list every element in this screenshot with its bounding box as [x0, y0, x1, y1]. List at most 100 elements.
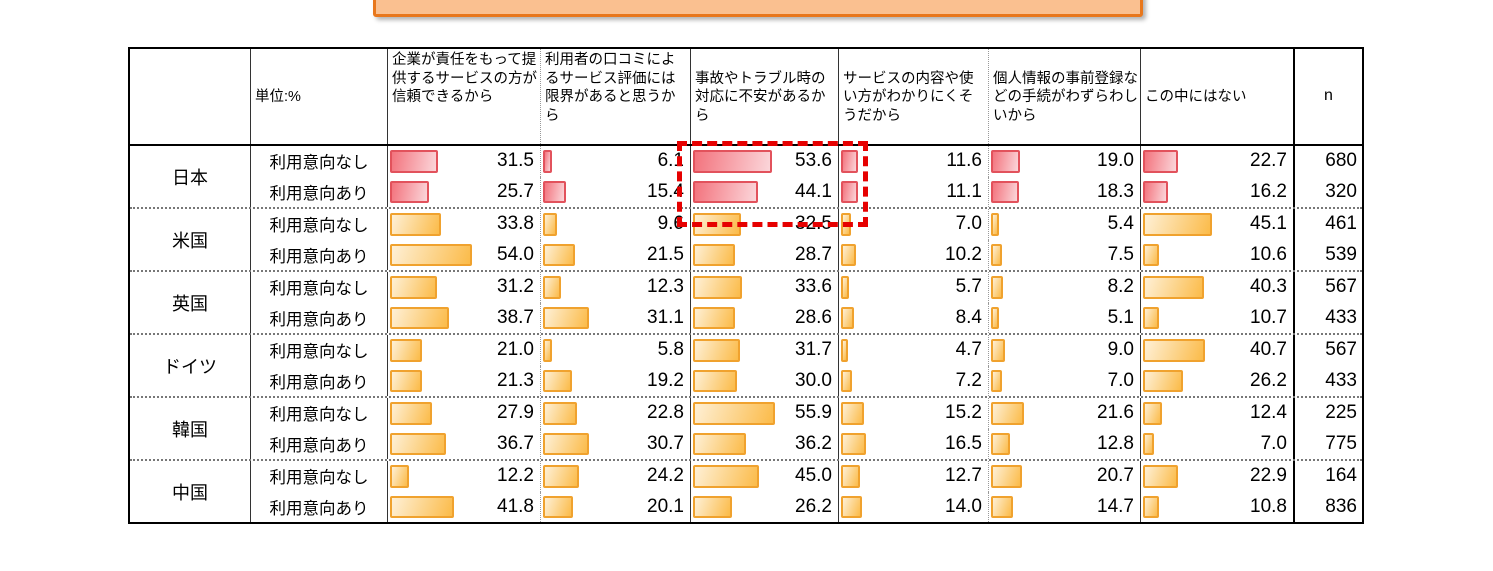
data-bar — [390, 213, 442, 236]
value-text: 19.0 — [1097, 150, 1134, 172]
value-text: 38.7 — [497, 306, 534, 328]
data-bar — [841, 150, 859, 173]
data-bar — [693, 150, 772, 173]
n-cell: 433 — [1293, 365, 1362, 396]
row-label: 利用意向あり — [250, 365, 387, 396]
data-bar — [1143, 243, 1160, 266]
header-col-hard-to-understand: サービスの内容や使い方がわかりにくそうだから — [838, 49, 988, 144]
value-cell: 26.2 — [1140, 365, 1293, 396]
row-label: 利用意向あり — [250, 302, 387, 333]
value-text: 7.0 — [955, 213, 982, 235]
data-bar — [991, 180, 1019, 203]
country-group: 英国 利用意向なし 31.2 12.3 33.6 5.7 8.2 40.3 567 利用意向あり 3… — [130, 270, 1362, 333]
value-text: 30.7 — [647, 432, 684, 454]
data-bar — [390, 150, 438, 173]
value-text: 45.1 — [1250, 213, 1287, 235]
value-text: 32.5 — [795, 213, 832, 235]
survey-table: 単位:% 企業が責任をもって提供するサービスの方が信頼できるから 利用者の口コミ… — [128, 47, 1364, 524]
value-text: 10.2 — [945, 243, 982, 265]
country-cell: ドイツ — [163, 356, 217, 377]
row-label: 利用意向なし — [250, 272, 387, 303]
value-text: 40.7 — [1250, 339, 1287, 361]
value-cell: 7.5 — [988, 239, 1140, 270]
data-bar — [693, 243, 736, 266]
n-cell: 433 — [1293, 302, 1362, 333]
value-text: 12.4 — [1250, 402, 1287, 424]
data-bar — [543, 465, 580, 488]
value-text: 36.7 — [497, 432, 534, 454]
row-label: 利用意向あり — [250, 428, 387, 459]
value-cell: 15.4 — [540, 176, 690, 207]
value-text: 26.2 — [1250, 369, 1287, 391]
data-bar — [1143, 495, 1160, 518]
value-text: 10.6 — [1250, 243, 1287, 265]
value-cell: 12.3 — [540, 272, 690, 303]
value-text: 20.1 — [647, 495, 684, 517]
country-cell: 中国 — [172, 482, 208, 503]
value-cell: 21.0 — [387, 335, 540, 366]
value-cell: 12.4 — [1140, 398, 1293, 429]
value-text: 22.9 — [1250, 465, 1287, 487]
data-bar — [841, 243, 857, 266]
data-bar — [1143, 369, 1183, 392]
country-group: ドイツ 利用意向なし 21.0 5.8 31.7 4.7 9.0 40.7 567 利用意向あり 2… — [130, 333, 1362, 396]
table-row: 利用意向あり 54.0 21.5 28.7 10.2 7.5 10.6 539 — [250, 239, 1362, 270]
value-text: 19.2 — [647, 369, 684, 391]
data-bar — [991, 213, 1000, 236]
value-text: 10.7 — [1250, 306, 1287, 328]
row-label: 利用意向なし — [250, 335, 387, 366]
value-cell: 15.2 — [838, 398, 988, 429]
data-bar — [693, 495, 732, 518]
table-row: 利用意向なし 31.2 12.3 33.6 5.7 8.2 40.3 567 — [250, 272, 1362, 303]
data-bar — [841, 402, 864, 425]
data-bar — [693, 339, 740, 362]
value-cell: 12.2 — [387, 461, 540, 492]
value-text: 15.4 — [647, 180, 684, 202]
value-cell: 12.8 — [988, 428, 1140, 459]
header-col-registration-hassle: 個人情報の事前登録などの手続がわずらわしいから — [988, 49, 1140, 144]
header-n: n — [1293, 49, 1362, 144]
value-text: 10.8 — [1250, 495, 1287, 517]
row-label: 利用意向なし — [250, 398, 387, 429]
value-text: 7.0 — [1107, 369, 1134, 391]
value-cell: 4.7 — [838, 335, 988, 366]
table-row: 利用意向なし 27.9 22.8 55.9 15.2 21.6 12.4 225 — [250, 398, 1362, 429]
value-text: 12.3 — [647, 276, 684, 298]
value-text: 5.7 — [955, 276, 982, 298]
header-country-blank — [130, 49, 250, 144]
value-cell: 21.3 — [387, 365, 540, 396]
value-cell: 31.2 — [387, 272, 540, 303]
data-bar — [693, 432, 747, 455]
data-bar — [991, 150, 1020, 173]
data-bar — [841, 495, 862, 518]
value-text: 36.2 — [795, 432, 832, 454]
value-cell: 36.7 — [387, 428, 540, 459]
value-cell: 20.7 — [988, 461, 1140, 492]
n-cell: 539 — [1293, 239, 1362, 270]
data-bar — [543, 306, 590, 329]
row-label: 利用意向なし — [250, 209, 387, 240]
value-cell: 7.0 — [1140, 428, 1293, 459]
value-text: 15.2 — [945, 402, 982, 424]
table-body: 日本 利用意向なし 31.5 6.1 53.6 11.6 19.0 22.7 680 利用意向あり… — [130, 146, 1362, 522]
country-rows: 利用意向なし 33.8 9.6 32.5 7.0 5.4 45.1 461 利用意向あり 54.0… — [250, 209, 1362, 270]
data-bar — [991, 339, 1005, 362]
value-text: 53.6 — [795, 150, 832, 172]
table-row: 利用意向なし 21.0 5.8 31.7 4.7 9.0 40.7 567 — [250, 335, 1362, 366]
value-cell: 21.6 — [988, 398, 1140, 429]
value-text: 31.5 — [497, 150, 534, 172]
value-cell: 55.9 — [690, 398, 838, 429]
data-bar — [693, 369, 738, 392]
value-cell: 31.7 — [690, 335, 838, 366]
value-text: 12.7 — [945, 465, 982, 487]
value-text: 21.3 — [497, 369, 534, 391]
data-bar — [543, 150, 553, 173]
value-text: 14.0 — [945, 495, 982, 517]
data-bar — [543, 339, 552, 362]
value-text: 9.0 — [1107, 339, 1134, 361]
value-text: 28.7 — [795, 243, 832, 265]
value-cell: 31.5 — [387, 146, 540, 177]
value-cell: 20.1 — [540, 491, 690, 522]
value-text: 33.6 — [795, 276, 832, 298]
value-cell: 53.6 — [690, 146, 838, 177]
